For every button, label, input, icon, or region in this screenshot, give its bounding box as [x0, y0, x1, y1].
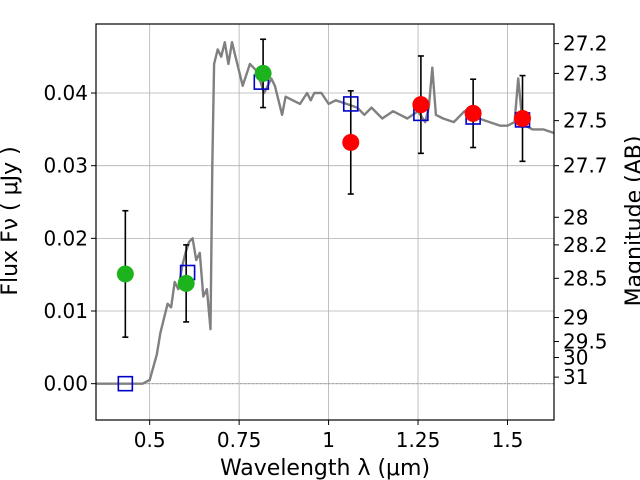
x-tick-label: 0.75 [217, 428, 262, 452]
red-points-marker [514, 109, 532, 127]
magnitude-tick-label: 27.3 [563, 61, 608, 85]
y-tick-label: 0.02 [43, 226, 88, 250]
plot-frame [95, 23, 555, 421]
red-points-marker [464, 104, 482, 122]
x-axis-label: Wavelength λ (μm) [220, 456, 430, 480]
magnitude-tick-label: 27.5 [563, 109, 608, 133]
axis-ticks: 0.5 0.75 1 1.25 1.5 0.00 0.01 0.02 0.03 0.04 27.2 2… [43, 32, 607, 452]
magnitude-tick-label: 30 [563, 346, 588, 370]
model-photometry-square [342, 96, 359, 112]
axes-frame [95, 23, 555, 421]
magnitude-tick-label: 31 [563, 365, 588, 389]
x-tick-label: 1.5 [492, 428, 524, 452]
y-tick-label: 0.03 [43, 154, 88, 178]
magnitude-tick-label: 27.7 [563, 154, 608, 178]
grid-lines [96, 24, 554, 420]
y-axis-label: Flux Fν ( μJy ) [0, 146, 23, 295]
data-series [96, 38, 555, 392]
magnitude-tick-label: 27.2 [563, 32, 608, 56]
magnitude-tick-label: 29 [563, 306, 588, 330]
red-points-marker [412, 96, 430, 114]
green-points-marker [116, 265, 134, 283]
y-tick-label: 0.01 [43, 299, 88, 323]
y-tick-label: 0.00 [43, 372, 88, 396]
green-points-marker [254, 64, 272, 82]
x-tick-label: 1.25 [396, 428, 441, 452]
green-points-marker [177, 274, 195, 292]
y-tick-label: 0.04 [43, 81, 88, 105]
magnitude-tick-label: 29.5 [563, 330, 608, 354]
model-spectrum-line [96, 41, 555, 385]
model-photometry-square [117, 375, 134, 392]
x-tick-label: 0.5 [134, 428, 166, 452]
magnitude-axis-label: Magnitude (AB) [622, 136, 640, 307]
magnitude-tick-label: 28 [563, 205, 588, 229]
x-tick-label: 1 [322, 428, 335, 452]
magnitude-tick-label: 28.2 [563, 233, 608, 257]
magnitude-tick-label: 28.5 [563, 266, 608, 290]
red-points-marker [342, 133, 360, 151]
